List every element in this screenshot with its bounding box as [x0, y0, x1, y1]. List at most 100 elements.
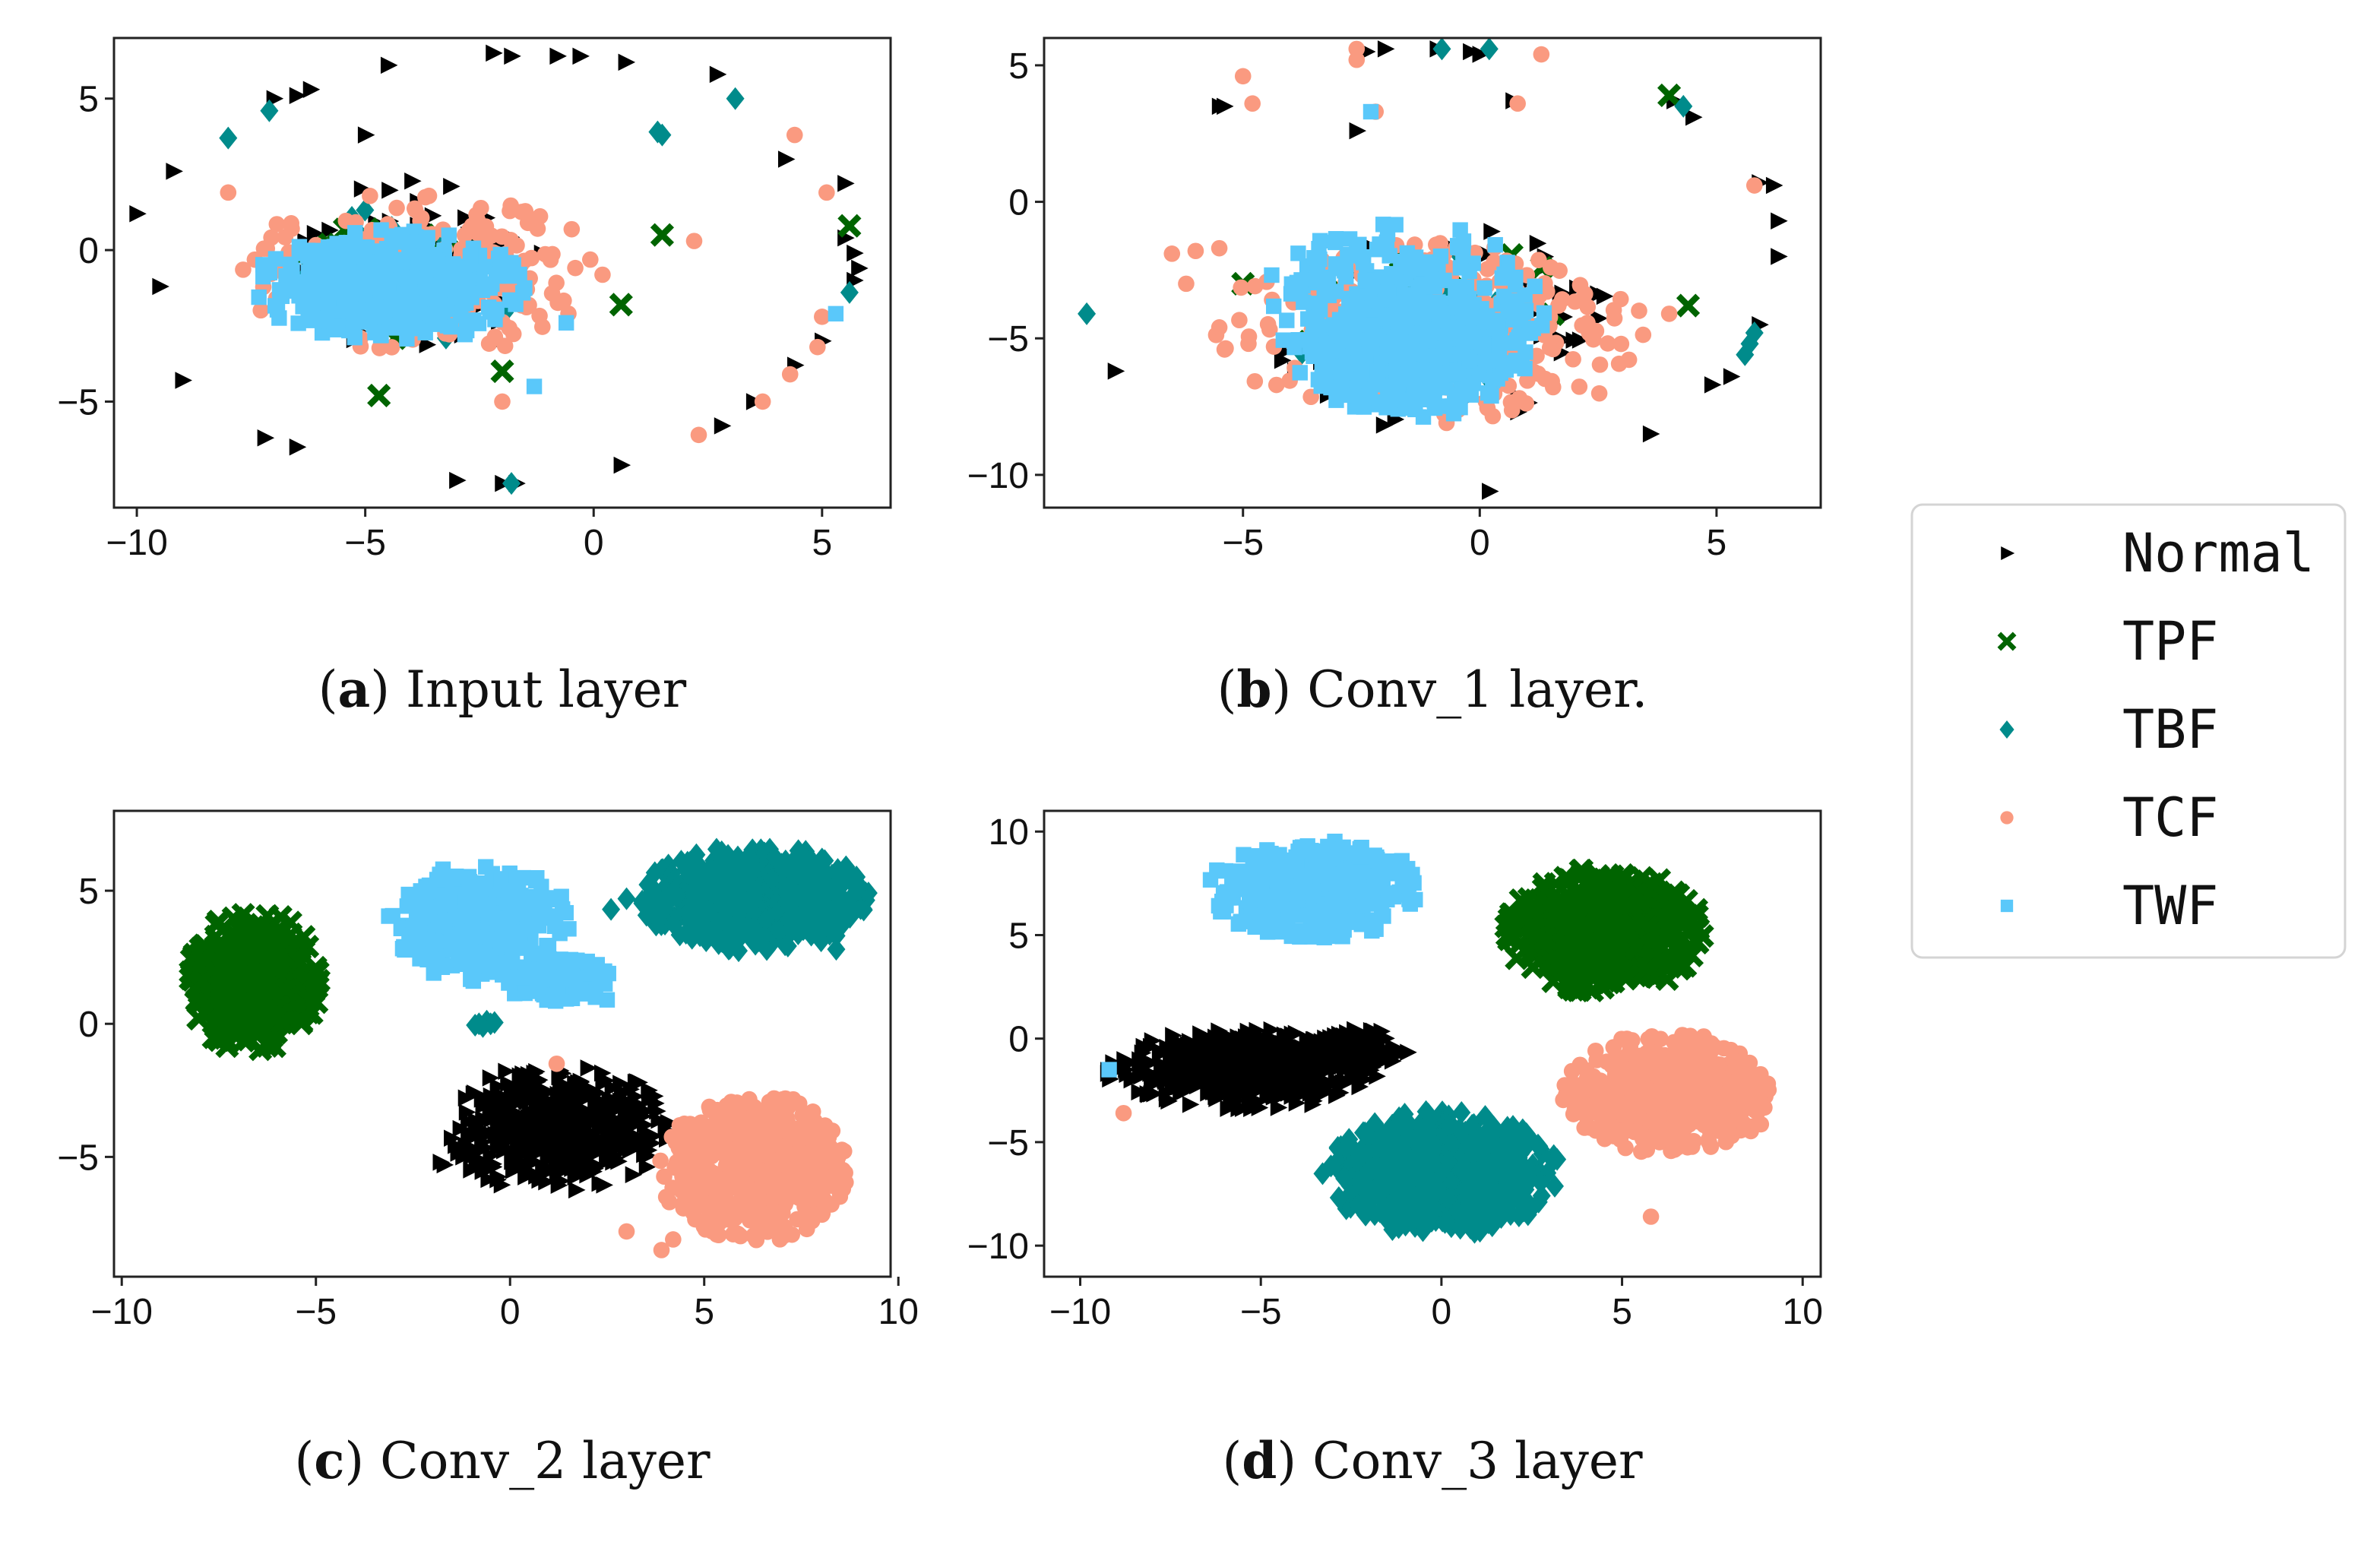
caption-a-paren-close: ): [370, 660, 406, 719]
point-tcf: [1178, 275, 1195, 293]
point-twf: [1292, 365, 1308, 381]
point-normal: [166, 163, 183, 180]
point-tcf: [1187, 242, 1204, 260]
point-tcf: [803, 1120, 821, 1137]
point-normal: [443, 177, 460, 195]
point-normal: [552, 1173, 569, 1191]
point-tcf: [513, 204, 530, 220]
point-twf: [558, 315, 574, 331]
point-tbf: [219, 126, 238, 150]
point-normal: [289, 438, 307, 456]
point-twf: [1378, 310, 1394, 327]
point-tbf: [637, 904, 656, 927]
point-normal: [419, 336, 437, 353]
point-tcf: [828, 1154, 846, 1172]
point-tcf: [742, 1140, 760, 1157]
point-twf: [1362, 103, 1379, 120]
point-normal: [613, 456, 631, 474]
point-normal: [1590, 285, 1607, 302]
point-twf: [1337, 263, 1353, 279]
point-normal: [584, 1124, 602, 1142]
series-normal-c: [432, 1059, 678, 1199]
point-twf: [1435, 305, 1451, 321]
point-normal: [457, 209, 475, 226]
point-normal: [477, 1112, 495, 1129]
point-normal: [507, 1148, 524, 1166]
point-tbf: [726, 87, 745, 110]
point-twf: [1449, 238, 1466, 254]
point-tcf: [1745, 177, 1763, 194]
point-normal: [559, 1098, 576, 1116]
point-twf: [1426, 278, 1443, 295]
point-tcf: [690, 426, 707, 444]
point-tbf: [1745, 321, 1764, 345]
point-twf: [526, 378, 543, 394]
point-tbf: [799, 850, 818, 874]
point-tcf: [531, 207, 549, 225]
point-twf: [280, 270, 297, 286]
point-twf: [412, 951, 428, 967]
caption-b: (b) Conv_1 layer.: [1217, 660, 1648, 719]
point-twf: [1310, 272, 1327, 288]
point-twf: [1388, 217, 1404, 233]
point-tcf: [767, 1125, 785, 1142]
point-tbf: [763, 867, 782, 891]
point-twf: [517, 280, 533, 296]
point-tcf: [697, 1122, 714, 1138]
point-twf: [1425, 328, 1441, 344]
point-normal: [1463, 43, 1480, 61]
point-tcf: [1590, 385, 1608, 402]
point-tcf: [1606, 310, 1623, 327]
point-normal: [492, 1120, 511, 1138]
point-twf: [558, 904, 574, 921]
y-tick-label-a: 5: [78, 80, 99, 120]
point-twf: [529, 869, 545, 886]
point-tcf: [726, 1210, 743, 1227]
point-twf: [1328, 283, 1344, 299]
point-twf: [1534, 318, 1550, 334]
point-tpf: [290, 1011, 314, 1036]
point-tcf: [533, 318, 551, 335]
point-twf: [1415, 409, 1432, 425]
point-tcf: [674, 1168, 691, 1186]
point-tcf: [715, 1132, 733, 1149]
point-tbf: [801, 907, 820, 930]
point-normal: [600, 1125, 617, 1143]
point-twf: [1397, 257, 1413, 273]
point-normal: [610, 1153, 628, 1170]
point-tcf: [494, 393, 511, 410]
point-normal: [638, 1158, 657, 1176]
point-tcf: [737, 1112, 754, 1129]
point-normal: [580, 1059, 598, 1077]
point-tcf: [252, 302, 270, 319]
point-normal: [613, 1128, 631, 1146]
point-tpf: [1657, 83, 1682, 108]
caption-a-letter: a: [338, 660, 371, 719]
point-twf: [323, 285, 339, 301]
point-twf: [1499, 255, 1515, 271]
point-twf: [1458, 279, 1475, 295]
point-tbf: [812, 885, 831, 908]
point-normal: [483, 1087, 501, 1105]
point-normal: [847, 244, 864, 262]
point-tcf: [1348, 51, 1366, 68]
point-tbf: [730, 939, 748, 963]
point-tcf: [508, 237, 525, 254]
point-normal: [540, 1119, 557, 1137]
point-normal: [637, 1116, 654, 1134]
x-tick-label-b: 0: [1470, 523, 1490, 563]
point-tcf: [1613, 335, 1630, 353]
point-tcf: [1231, 312, 1248, 329]
point-twf: [305, 294, 321, 311]
point-normal: [556, 1151, 574, 1168]
point-twf: [269, 302, 286, 318]
point-tcf: [711, 1214, 728, 1231]
point-tcf: [831, 1188, 849, 1205]
point-twf: [1461, 263, 1477, 280]
point-normal: [482, 1069, 500, 1087]
point-twf: [361, 310, 378, 326]
point-normal: [584, 1157, 602, 1174]
point-tpf: [207, 996, 231, 1021]
caption-a-text: Input layer: [406, 660, 687, 719]
point-tbf: [602, 897, 621, 921]
